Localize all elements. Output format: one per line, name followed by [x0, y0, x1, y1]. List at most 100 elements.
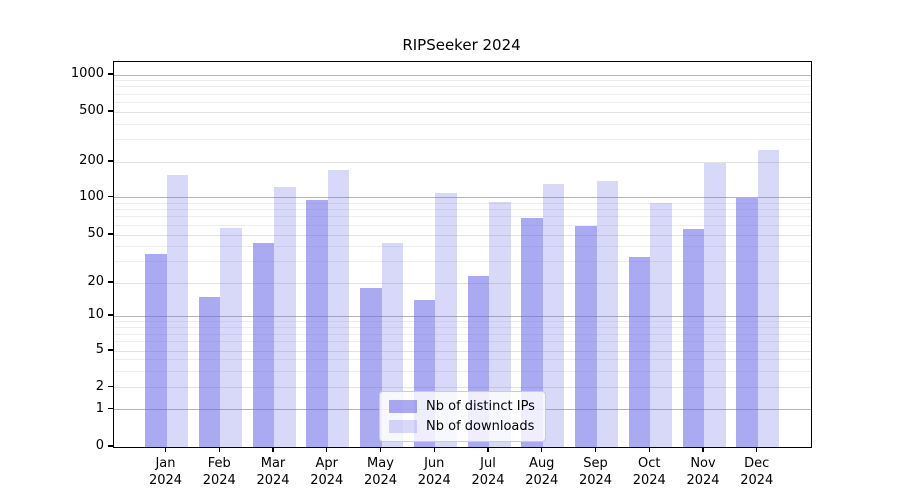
bar-downloads-mar: [274, 187, 296, 447]
x-tick-label-jan: Jan 2024: [148, 456, 183, 488]
y-gridline-minor: [114, 359, 811, 361]
x-tick-label-jul: Jul 2024: [471, 456, 505, 488]
y-gridline-minor: [114, 216, 811, 218]
x-tick-mark: [702, 447, 704, 453]
bar-downloads-jan: [166, 175, 188, 447]
bar-distinct-ips-mar: [252, 242, 274, 447]
y-gridline: [114, 234, 811, 236]
x-tick-label-feb: Feb 2024: [202, 456, 236, 488]
x-tick-label-dec: Dec 2024: [740, 456, 774, 488]
y-tick-mark: [108, 445, 113, 447]
x-tick-mark: [164, 447, 167, 453]
y-gridline-minor: [114, 320, 811, 322]
y-tick-label-5: 5: [95, 342, 104, 357]
chart-title: RIPSeeker 2024: [402, 36, 521, 54]
x-tick-mark: [379, 447, 382, 453]
y-tick-label-0: 0: [95, 438, 104, 453]
bar-distinct-ips-oct: [628, 256, 651, 447]
x-tick-mark: [326, 447, 328, 453]
y-gridline-minor: [114, 123, 811, 125]
y-tick-mark: [108, 349, 113, 351]
y-gridline: [114, 282, 811, 284]
bar-downloads-feb: [220, 227, 242, 447]
bar-distinct-ips-apr: [306, 200, 328, 447]
x-tick-mark: [433, 447, 435, 453]
y-gridline-minor: [114, 261, 811, 263]
y-gridline-minor: [114, 341, 811, 343]
x-tick-mark: [487, 447, 489, 453]
y-tick-label-50: 50: [87, 226, 104, 241]
bar-downloads-aug: [542, 183, 565, 447]
y-gridline-minor: [114, 224, 811, 226]
bar-distinct-ips-feb: [198, 296, 221, 447]
bar-distinct-ips-aug: [521, 218, 543, 447]
y-gridline-minor: [114, 139, 811, 141]
bar-distinct-ips-dec: [736, 197, 758, 447]
y-tick-mark: [108, 160, 113, 162]
x-tick-label-nov: Nov 2024: [686, 456, 720, 488]
y-gridline-major: [114, 315, 811, 317]
y-gridline-minor: [114, 370, 811, 372]
y-gridline: [114, 111, 811, 113]
y-tick-mark: [108, 385, 113, 388]
x-tick-mark: [594, 447, 597, 453]
y-tick-mark: [108, 73, 113, 75]
y-gridline: [114, 350, 811, 352]
y-gridline: [114, 161, 811, 163]
x-tick-mark: [272, 447, 274, 453]
x-tick-label-aug: Aug 2024: [525, 456, 559, 488]
y-tick-label-1: 1: [95, 400, 104, 416]
y-gridline-minor: [114, 333, 811, 335]
y-gridline-minor: [114, 202, 811, 204]
y-tick-mark: [108, 314, 113, 316]
y-gridline-minor: [114, 101, 811, 103]
bar-downloads-jun: [435, 192, 457, 447]
x-tick-mark: [648, 447, 650, 453]
legend-swatch-downloads: [389, 420, 417, 433]
y-tick-label-100: 100: [79, 188, 104, 204]
bar-downloads-jul: [489, 202, 511, 447]
legend-swatch-distinct-ips: [389, 400, 417, 413]
bar-distinct-ips-jan: [145, 253, 167, 447]
y-tick-mark: [108, 233, 113, 235]
y-gridline-major: [114, 74, 811, 76]
y-tick-mark: [108, 110, 113, 112]
bar-downloads-oct: [650, 203, 672, 447]
y-tick-mark: [108, 281, 113, 283]
bar-distinct-ips-may: [360, 288, 382, 447]
x-tick-label-sep: Sep 2024: [578, 456, 613, 488]
bar-downloads-dec: [757, 149, 780, 447]
y-gridline-minor: [114, 86, 811, 88]
bar-downloads-sep: [596, 180, 618, 447]
legend: Nb of distinct IPs Nb of downloads: [379, 391, 546, 442]
y-tick-mark: [108, 407, 113, 410]
y-tick-label-1000: 1000: [70, 66, 104, 81]
x-tick-label-mar: Mar 2024: [256, 456, 290, 488]
y-tick-label-500: 500: [79, 103, 104, 118]
bar-distinct-ips-nov: [682, 228, 704, 447]
x-tick-label-jun: Jun 2024: [417, 456, 451, 488]
x-tick-label-may: May 2024: [363, 456, 398, 488]
bar-downloads-nov: [704, 163, 726, 447]
x-tick-mark: [756, 447, 758, 453]
y-gridline-minor: [114, 80, 811, 82]
x-tick-label-apr: Apr 2024: [310, 456, 344, 488]
y-tick-label-20: 20: [87, 274, 104, 289]
y-gridline-major: [114, 197, 811, 199]
legend-item-downloads: Nb of downloads: [389, 419, 535, 434]
x-tick-mark: [218, 447, 220, 453]
bar-downloads-apr: [327, 170, 350, 447]
legend-item-distinct-ips: Nb of distinct IPs: [389, 399, 535, 414]
y-gridline: [114, 387, 811, 388]
bar-distinct-ips-sep: [575, 226, 597, 447]
legend-label-downloads: Nb of downloads: [426, 419, 535, 434]
x-tick-label-oct: Oct 2024: [632, 456, 666, 488]
y-gridline-minor: [114, 209, 811, 211]
y-gridline-minor: [114, 246, 811, 248]
legend-label-distinct-ips: Nb of distinct IPs: [426, 399, 535, 414]
y-tick-mark: [108, 196, 113, 198]
y-tick-label-10: 10: [87, 307, 104, 322]
y-tick-label-2: 2: [95, 378, 104, 394]
y-tick-label-200: 200: [79, 153, 104, 168]
